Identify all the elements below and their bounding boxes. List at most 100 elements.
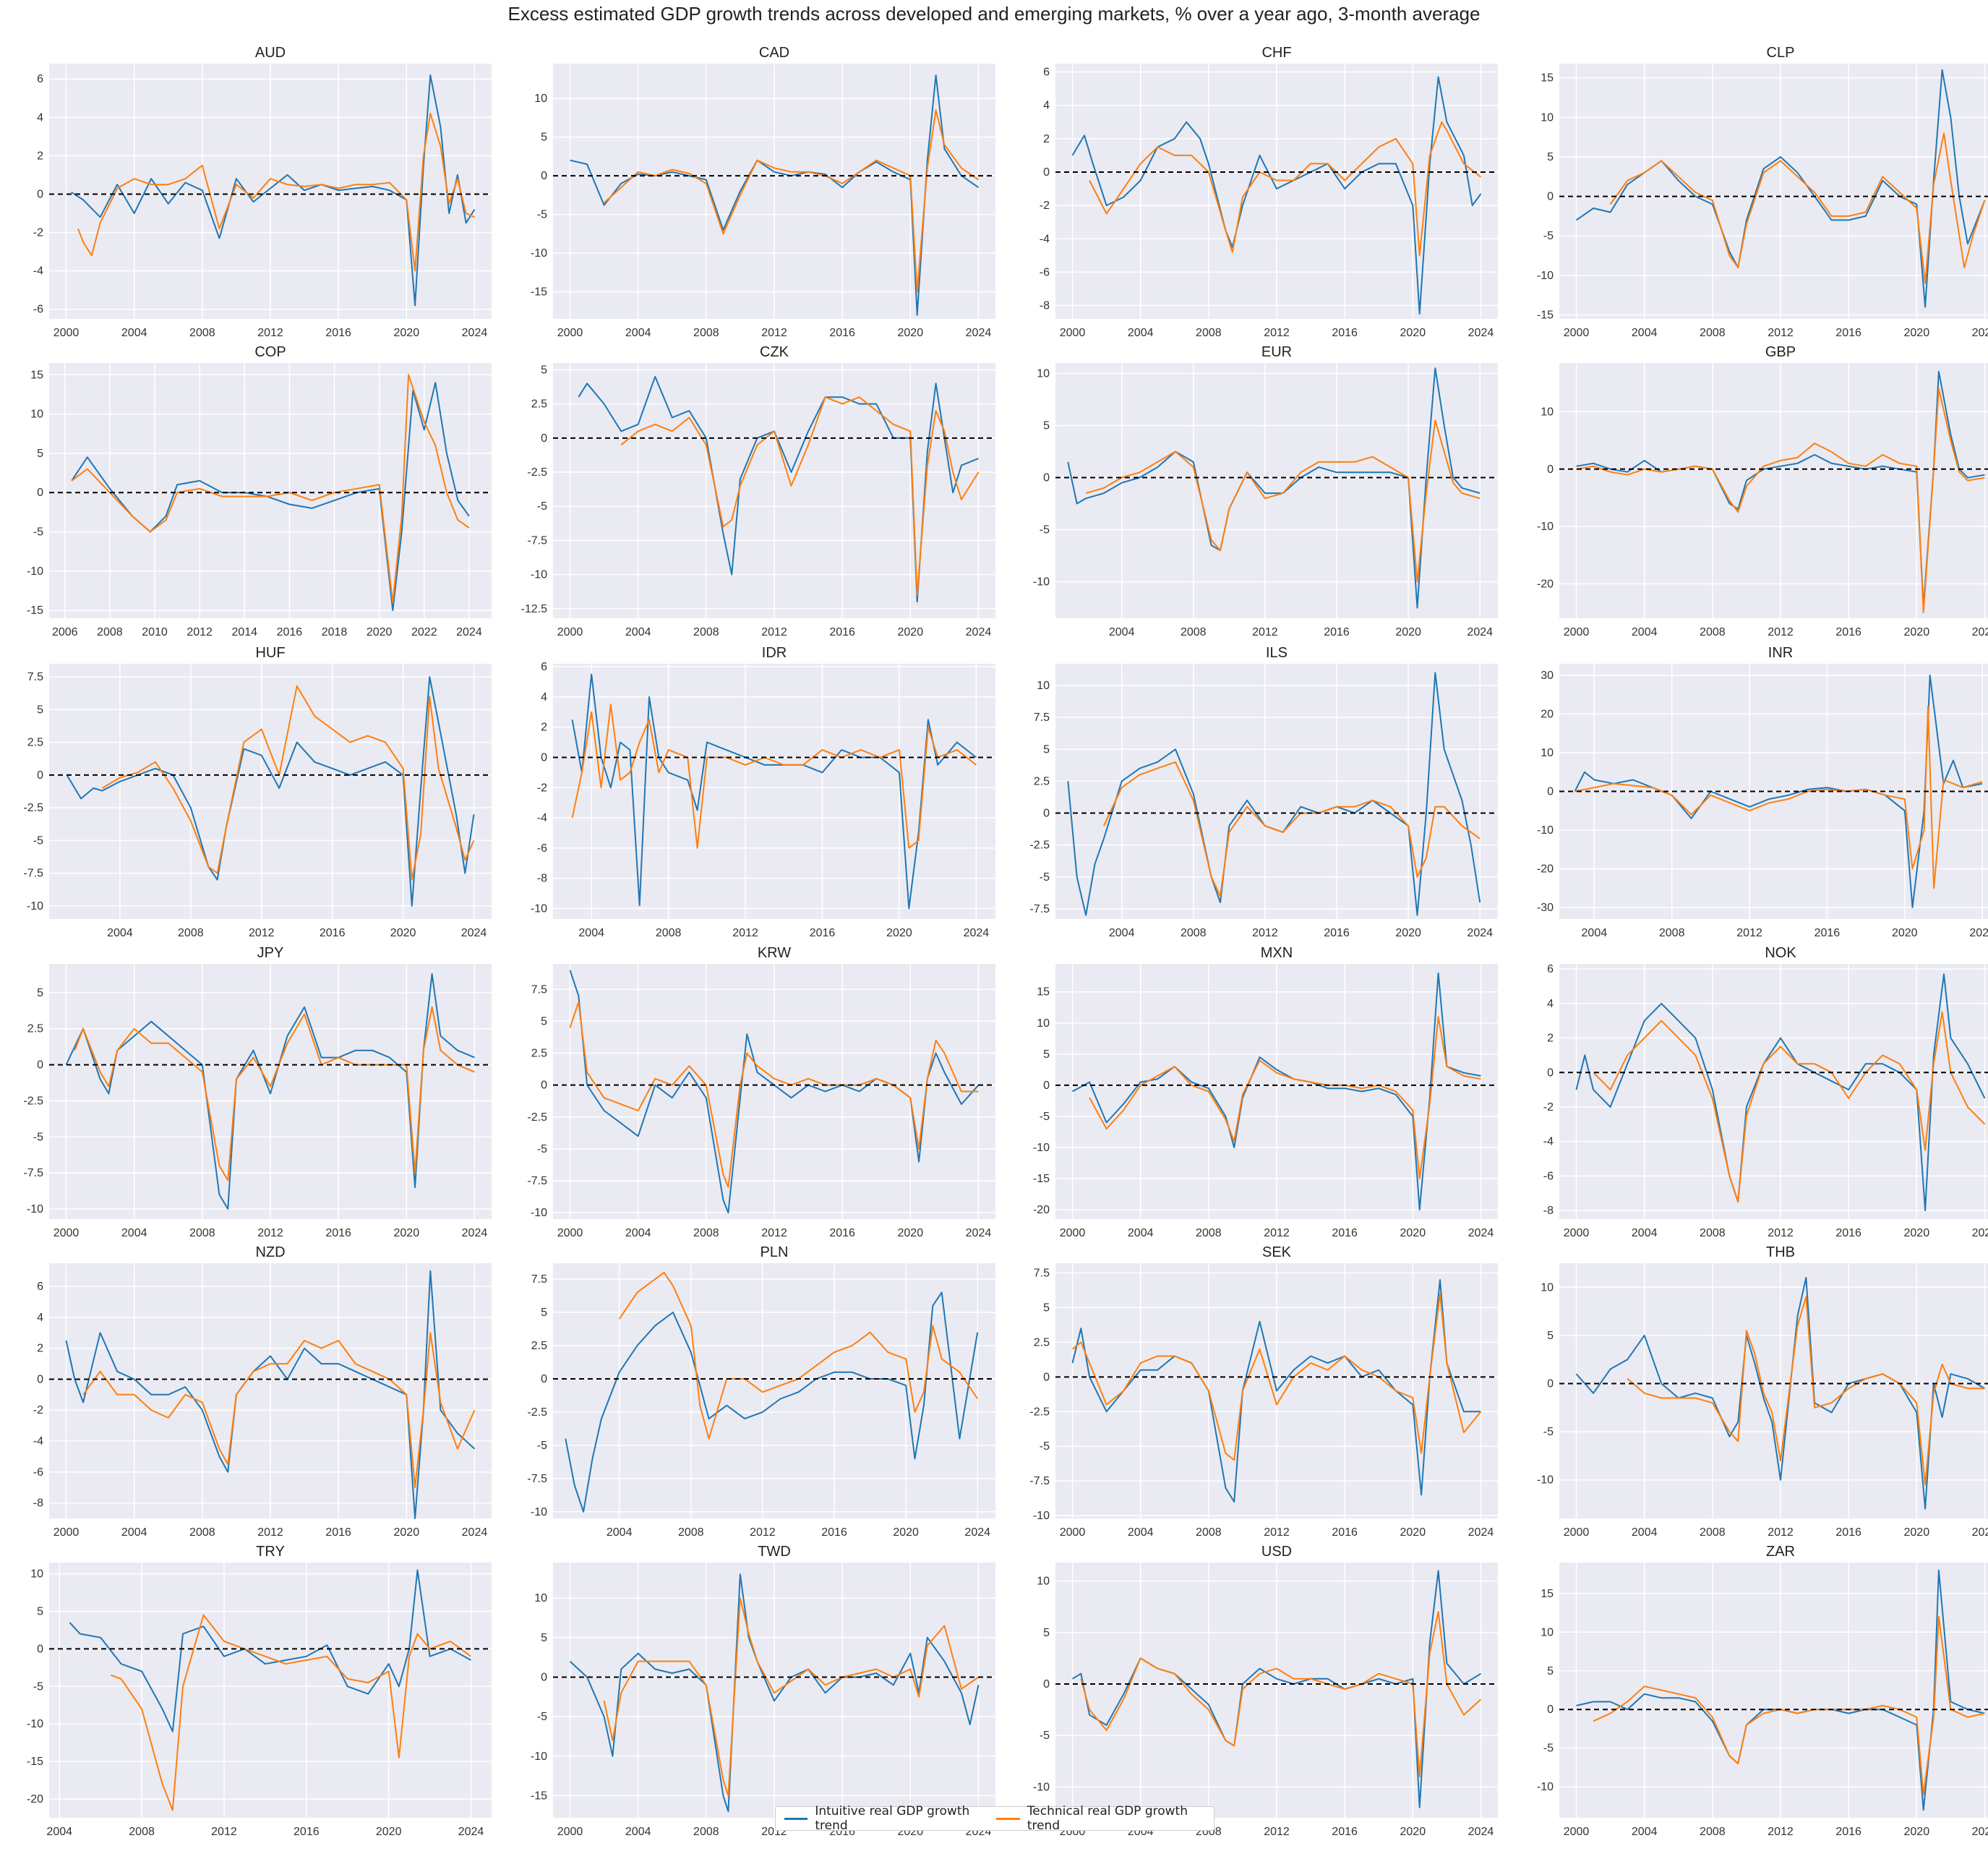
y-tick-label: -5 [33,834,43,847]
y-tick-label: 2.5 [1034,775,1050,787]
x-tick-label: 2012 [1264,1526,1290,1539]
x-tick-label: 2016 [320,927,346,939]
x-tick-label: 2016 [1332,1826,1358,1838]
y-tick-label: 4 [37,111,43,124]
x-tick-label: 2024 [1467,927,1493,939]
x-tick-label: 2008 [1700,1227,1726,1239]
y-tick-label: 5 [37,1605,43,1617]
y-tick-label: 0 [1547,1378,1554,1390]
y-tick-label: -7.5 [527,1175,547,1187]
series-line-technical [603,1597,980,1797]
x-tick-label: 2004 [1632,327,1658,339]
y-tick-label: -5 [537,1440,547,1452]
series-line-technical [71,374,470,604]
x-tick-label: 2004 [1128,327,1154,339]
y-tick-label: 5 [541,1307,547,1319]
panel-try: 2004 2008 2012 2016 2020 2024 10 5 0 -5 -10 -15 -20 T… [27,1544,492,1838]
y-tick-label: -2.5 [527,1406,547,1419]
series-line-technical [1627,1296,1985,1486]
x-tick-label: 2008 [189,327,215,339]
y-tick-label: 2 [1043,133,1050,145]
y-tick-label: -5 [1040,1111,1050,1123]
y-tick-label: 10 [534,1592,547,1604]
x-tick-label: 2004 [1582,927,1608,939]
x-tick-label: 2020 [1400,1826,1426,1838]
series-line-technical [74,1006,475,1181]
y-tick-label: -8 [33,1497,43,1510]
x-tick-label: 2024 [964,1526,990,1539]
y-tick-label: 2 [37,1343,43,1355]
x-tick-label: 2000 [1060,327,1086,339]
x-tick-label: 2016 [1332,1227,1358,1239]
panel-title: IDR [762,645,787,661]
y-tick-label: 2.5 [27,1023,43,1035]
x-tick-label: 2004 [578,927,604,939]
figure-title: Excess estimated GDP growth trends acros… [508,3,1481,25]
x-tick-label: 2008 [189,1526,215,1539]
x-tick-label: 2024 [966,327,992,339]
y-tick-label: -5 [537,1143,547,1155]
series-line-technical [1085,419,1481,583]
y-tick-label: 15 [1541,72,1554,85]
y-tick-label: -2.5 [23,802,43,814]
x-tick-label: 2008 [1196,327,1222,339]
y-tick-label: 2 [1547,1033,1554,1045]
y-tick-label: 0 [37,188,43,200]
y-tick-label: -12.5 [521,603,548,615]
y-tick-label: -15 [1033,1173,1050,1185]
series-line-technical [101,685,475,881]
panel-title: THB [1766,1244,1795,1260]
y-tick-label: -5 [1040,1440,1050,1453]
y-tick-label: 30 [1541,670,1554,682]
y-tick-label: 15 [30,369,43,381]
y-tick-label: -5 [33,1131,43,1143]
x-tick-label: 2012 [1736,927,1762,939]
y-tick-label: -10 [1537,521,1554,533]
x-tick-label: 2000 [53,1526,80,1539]
x-tick-label: 2008 [178,927,204,939]
x-tick-label: 2024 [462,1526,488,1539]
x-tick-label: 2012 [1252,626,1278,638]
x-tick-label: 2024 [461,927,487,939]
x-tick-label: 2016 [810,927,836,939]
panel-title: TWD [758,1544,791,1560]
series-line-technical [1576,388,1985,614]
y-tick-label: -15 [531,286,547,299]
x-tick-label: 2004 [625,327,651,339]
x-tick-label: 2012 [1252,927,1278,939]
x-tick-label: 2004 [1632,1227,1658,1239]
y-tick-label: 0 [1043,808,1050,820]
y-tick-label: -10 [27,565,43,578]
x-tick-label: 2020 [898,327,924,339]
y-tick-label: 0 [1547,1067,1554,1079]
y-tick-label: -10 [1033,576,1050,589]
y-tick-label: -5 [1543,230,1554,242]
x-tick-label: 2010 [142,626,168,638]
x-tick-label: 2024 [1468,1826,1494,1838]
x-tick-label: 2020 [1904,626,1930,638]
panel-title: EUR [1261,344,1292,360]
panel-inr: 2004 2008 2012 2016 2020 2024 30 20 10 0 -10 -20 -30… [1537,645,1988,939]
x-tick-label: 2020 [893,1526,919,1539]
x-tick-label: 2020 [1400,1227,1426,1239]
y-tick-label: 0 [541,432,547,445]
panels-grid: 2000 2004 2008 2012 2016 2020 20246420-2-4-6AU… [23,45,1988,1838]
x-tick-label: 2024 [966,1227,992,1239]
x-tick-label: 2014 [231,626,257,638]
y-tick-label: 7.5 [27,671,43,683]
x-tick-label: 2008 [693,1227,719,1239]
y-tick-label: -20 [1033,1204,1050,1216]
x-tick-label: 2016 [1324,626,1350,638]
panel-czk: 2000 2004 2008 2012 2016 2020 2024 5 2.5 0 -2.5 -5 -… [521,344,995,638]
panel-background [49,1563,492,1818]
y-tick-label: -2 [33,1404,43,1416]
x-tick-label: 2012 [257,1227,283,1239]
x-tick-label: 2012 [257,327,283,339]
panel-nok: 2000 2004 2008 2012 2016 2020 2024 6 4 2 0 -2 -4 -6 -8… [1543,945,1988,1239]
y-tick-label: -2 [33,227,43,239]
x-tick-label: 2008 [1196,1227,1222,1239]
y-tick-label: -10 [531,247,547,260]
y-tick-label: -2.5 [1029,1406,1050,1418]
panel-background [49,363,492,618]
y-tick-label: 5 [1043,419,1050,432]
